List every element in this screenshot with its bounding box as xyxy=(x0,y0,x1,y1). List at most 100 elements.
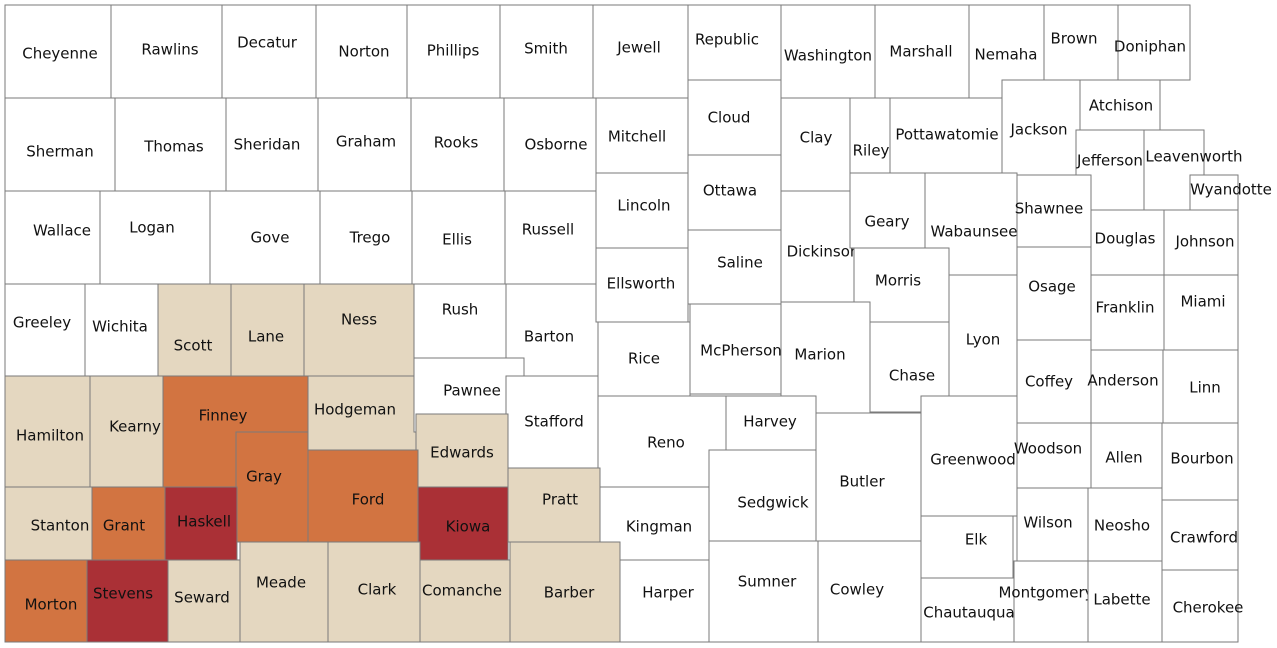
county-wilson: Wilson xyxy=(1016,487,1089,562)
county-label: Nemaha xyxy=(975,46,1038,64)
county-label: Comanche xyxy=(422,582,502,600)
county-russell: Russell xyxy=(504,190,598,285)
county-shape xyxy=(595,247,689,323)
county-label: Trego xyxy=(349,229,391,247)
county-atchison: Atchison xyxy=(1079,79,1161,131)
county-rawlins: Rawlins xyxy=(110,4,223,99)
county-label: Hodgeman xyxy=(314,401,396,419)
county-shape xyxy=(1163,274,1239,351)
county-greenwood: Greenwood xyxy=(920,395,1018,517)
county-label: Greenwood xyxy=(930,451,1016,469)
county-coffey: Coffey xyxy=(1016,339,1092,424)
county-shape xyxy=(4,559,88,643)
county-rice: Rice xyxy=(597,321,691,397)
county-meade: Meade xyxy=(239,541,329,643)
county-mitchell: Mitchell xyxy=(595,97,689,174)
county-ford: Ford xyxy=(307,449,419,543)
county-label: Coffey xyxy=(1025,373,1073,391)
county-shape xyxy=(1161,422,1239,501)
county-shape xyxy=(164,486,238,561)
county-shape xyxy=(920,577,1015,643)
county-barber: Barber xyxy=(509,541,621,643)
county-kiowa: Kiowa xyxy=(417,486,509,561)
county-neosho: Neosho xyxy=(1087,487,1163,562)
county-label: Graham xyxy=(336,133,396,151)
county-woodson: Woodson xyxy=(1014,422,1092,489)
county-label: Brown xyxy=(1050,30,1097,48)
county-johnson: Johnson xyxy=(1163,209,1239,276)
county-shape xyxy=(1016,487,1089,562)
county-rooks: Rooks xyxy=(410,97,505,192)
county-label: Kingman xyxy=(626,518,692,536)
county-label: Geary xyxy=(864,213,909,231)
county-label: Seward xyxy=(174,589,230,607)
county-label: Gray xyxy=(246,468,282,486)
county-ellis: Ellis xyxy=(411,190,506,285)
county-shape xyxy=(167,559,241,643)
county-shape xyxy=(419,559,511,643)
county-label: Wallace xyxy=(33,222,91,240)
county-shape xyxy=(505,375,599,469)
county-label: Riley xyxy=(853,142,890,160)
county-label: Osborne xyxy=(525,136,588,154)
county-shape xyxy=(417,486,509,561)
county-label: Jackson xyxy=(1009,121,1067,139)
county-shape xyxy=(503,97,597,192)
county-trego: Trego xyxy=(319,190,413,285)
county-allen: Allen xyxy=(1090,422,1163,490)
county-label: Osage xyxy=(1028,278,1076,296)
county-label: Douglas xyxy=(1095,230,1156,248)
county-chautauqua: Chautauqua xyxy=(920,577,1015,643)
county-label: Anderson xyxy=(1087,372,1158,390)
county-shape xyxy=(1117,4,1191,81)
county-shape xyxy=(592,4,689,99)
county-elk: Elk xyxy=(920,515,1014,579)
county-label: Franklin xyxy=(1096,299,1155,317)
county-label: Marion xyxy=(794,346,845,364)
county-shape xyxy=(780,301,871,414)
county-label: Phillips xyxy=(427,42,480,60)
county-graham: Graham xyxy=(317,97,412,192)
county-label: Sedgwick xyxy=(737,494,808,512)
county-label: Butler xyxy=(839,473,885,491)
county-shape xyxy=(687,154,782,231)
county-shape xyxy=(780,4,876,99)
county-label: Cheyenne xyxy=(22,45,98,63)
county-label: Ness xyxy=(341,311,377,329)
county-label: Sumner xyxy=(738,573,797,591)
county-shape xyxy=(209,190,321,285)
county-sheridan: Sheridan xyxy=(225,97,319,192)
county-smith: Smith xyxy=(499,4,594,99)
county-label: Morton xyxy=(25,596,78,614)
county-dickinson: Dickinson xyxy=(780,190,860,303)
county-harper: Harper xyxy=(619,559,710,643)
county-shape xyxy=(413,283,507,359)
county-shape xyxy=(1043,4,1119,81)
county-label: Ottawa xyxy=(703,182,757,200)
county-saline: Saline xyxy=(687,229,782,305)
county-label: Dickinson xyxy=(787,243,860,261)
county-shape xyxy=(327,541,421,643)
county-shape xyxy=(221,4,317,99)
county-franklin: Franklin xyxy=(1090,274,1165,351)
county-label: Montgomery xyxy=(998,584,1093,602)
county-label: Stevens xyxy=(93,585,153,603)
county-shape xyxy=(780,190,855,303)
county-republic: Republic xyxy=(687,4,782,81)
county-osborne: Osborne xyxy=(503,97,597,192)
county-ottawa: Ottawa xyxy=(687,154,782,231)
county-label: Crawford xyxy=(1170,529,1238,547)
county-label: Sheridan xyxy=(234,136,301,154)
county-label: Ellsworth xyxy=(607,275,676,293)
county-shape xyxy=(4,486,93,561)
county-label: Ford xyxy=(352,491,385,509)
county-shape xyxy=(1013,560,1089,643)
county-ellsworth: Ellsworth xyxy=(595,247,689,323)
county-clay: Clay xyxy=(780,97,851,192)
county-shawnee: Shawnee xyxy=(1015,174,1092,248)
county-haskell: Haskell xyxy=(164,486,238,561)
county-shape xyxy=(817,540,922,643)
county-labette: Labette xyxy=(1087,560,1163,643)
county-shape xyxy=(235,431,309,543)
county-logan: Logan xyxy=(99,190,211,285)
